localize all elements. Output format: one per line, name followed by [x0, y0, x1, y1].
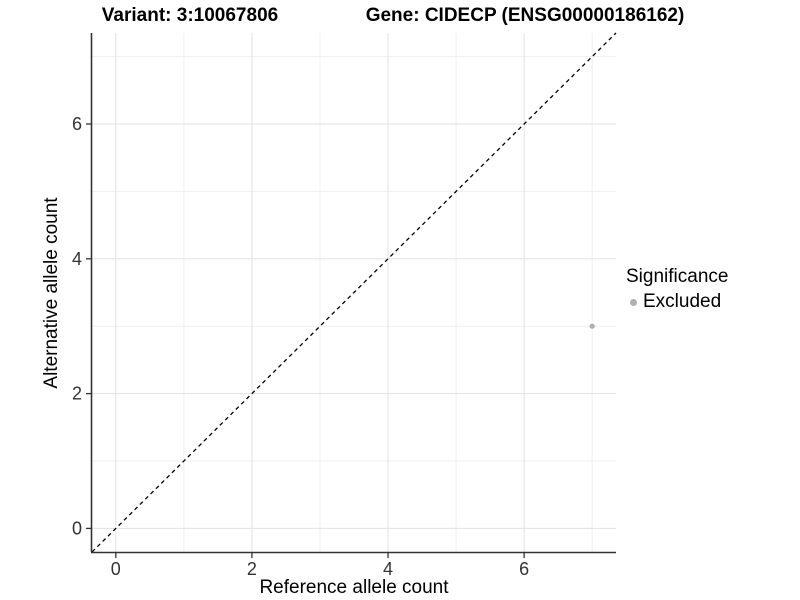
y-tick-label: 2: [72, 384, 82, 404]
x-tick-label: 6: [519, 559, 529, 579]
gene-title: Gene: CIDECP (ENSG00000186162): [365, 5, 685, 26]
x-axis-title: Reference allele count: [259, 577, 449, 598]
legend-title: Significance: [626, 266, 729, 287]
legend: Significance Excluded: [626, 266, 728, 313]
x-tick-label: 4: [383, 559, 393, 579]
y-tick-label: 4: [72, 249, 82, 269]
y-axis-title: Alternative allele count: [41, 197, 62, 389]
data-point: [589, 323, 595, 329]
y-tick-label: 0: [72, 518, 82, 538]
legend-entry-label: Excluded: [643, 291, 722, 312]
identity-line: [91, 32, 617, 553]
legend-entry-excluded: Excluded: [626, 291, 728, 313]
x-tick-label: 2: [247, 559, 257, 579]
variant-title: Variant: 3:10067806: [101, 5, 279, 26]
y-tick-label: 6: [72, 114, 82, 134]
legend-point-icon: [630, 298, 637, 306]
x-tick-label: 0: [111, 559, 121, 579]
